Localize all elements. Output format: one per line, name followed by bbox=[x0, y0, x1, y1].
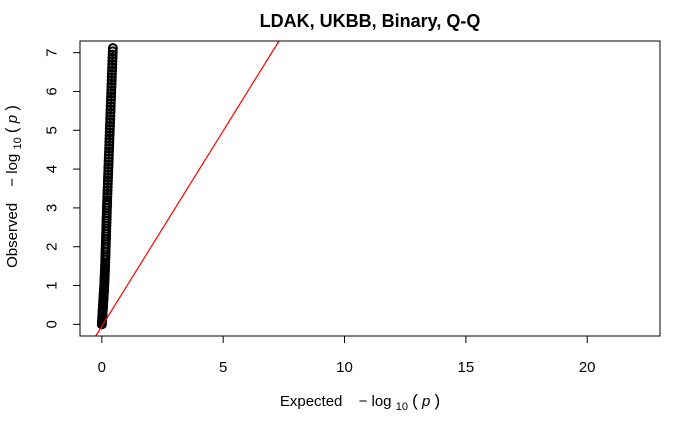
qq-point bbox=[104, 130, 115, 141]
qq-point bbox=[103, 166, 114, 177]
x-label-minus: − bbox=[359, 393, 368, 410]
x-label-log: log bbox=[372, 393, 392, 410]
chart-title: LDAK, UKBB, Binary, Q-Q bbox=[260, 11, 481, 31]
qq-point bbox=[106, 85, 117, 96]
y-tick-label: 4 bbox=[44, 165, 61, 173]
qq-point bbox=[103, 169, 114, 180]
y-tick-label: 3 bbox=[44, 204, 61, 212]
qq-point bbox=[102, 185, 113, 196]
qq-point bbox=[102, 188, 113, 199]
qq-point bbox=[106, 78, 117, 89]
x-axis: 0 5 10 15 20 bbox=[98, 336, 596, 376]
qq-point bbox=[102, 178, 113, 189]
y-tick-label: 5 bbox=[44, 126, 61, 134]
x-axis-label: Expected − log 10 ( p ) bbox=[280, 391, 440, 414]
qq-point bbox=[106, 68, 117, 79]
qq-point bbox=[102, 195, 113, 206]
x-label-paren-close: ) bbox=[434, 391, 440, 410]
y-axis: 0 1 2 3 4 5 6 7 bbox=[44, 48, 80, 329]
qq-point bbox=[106, 88, 117, 99]
qq-point bbox=[104, 120, 115, 131]
y-label-prefix: Observed bbox=[4, 203, 21, 268]
qq-point bbox=[105, 94, 116, 105]
qq-point bbox=[104, 133, 115, 144]
y-label-minus: − bbox=[4, 178, 21, 187]
qq-point bbox=[102, 182, 113, 193]
qq-point bbox=[103, 149, 114, 160]
y-tick-label: 1 bbox=[44, 281, 61, 289]
qq-point bbox=[104, 146, 114, 157]
qq-point bbox=[102, 191, 113, 202]
qq-point bbox=[107, 43, 118, 54]
qq-point bbox=[104, 143, 115, 154]
y-label-paren-open: ( bbox=[2, 127, 21, 133]
qq-point bbox=[105, 111, 116, 122]
qq-point bbox=[107, 62, 118, 73]
y-tick-label: 6 bbox=[44, 87, 61, 95]
y-label-arg: p bbox=[4, 115, 21, 124]
qq-point bbox=[104, 140, 115, 151]
qq-point bbox=[106, 72, 117, 83]
qq-point bbox=[106, 81, 117, 92]
qq-point bbox=[105, 114, 116, 125]
y-tick-label: 0 bbox=[44, 320, 61, 328]
qq-point bbox=[105, 104, 116, 115]
qq-point bbox=[107, 49, 118, 60]
qq-point bbox=[105, 107, 116, 118]
qq-point bbox=[107, 56, 118, 67]
qq-point bbox=[107, 52, 118, 63]
qq-point bbox=[104, 123, 115, 134]
y-label-base: 10 bbox=[12, 137, 24, 149]
qq-point bbox=[104, 127, 115, 138]
qq-points bbox=[96, 43, 118, 330]
y-label-paren-close: ) bbox=[2, 105, 21, 111]
x-label-arg: p bbox=[421, 393, 430, 410]
qq-point bbox=[106, 91, 117, 102]
x-tick-label: 20 bbox=[579, 359, 596, 376]
qq-point bbox=[107, 46, 118, 57]
x-tick-label: 0 bbox=[98, 359, 106, 376]
qq-point bbox=[107, 59, 118, 70]
x-label-base: 10 bbox=[396, 401, 408, 413]
qq-point bbox=[102, 175, 113, 186]
qq-point bbox=[107, 65, 118, 76]
qq-point bbox=[103, 172, 114, 183]
qq-point bbox=[105, 117, 116, 128]
y-tick-label: 2 bbox=[44, 243, 61, 251]
qq-point bbox=[103, 162, 114, 173]
qq-point bbox=[105, 101, 116, 112]
x-label-prefix: Expected bbox=[280, 393, 343, 410]
y-axis-label: Observed − log 10 ( p ) bbox=[2, 105, 25, 268]
x-tick-label: 5 bbox=[219, 359, 227, 376]
x-label-paren-open: ( bbox=[412, 391, 418, 410]
qq-point bbox=[103, 156, 114, 167]
qq-point bbox=[106, 75, 117, 86]
reference-line bbox=[95, 40, 280, 337]
qq-point bbox=[104, 136, 115, 147]
qq-point bbox=[103, 153, 114, 164]
y-label-log: log bbox=[4, 154, 21, 174]
x-tick-label: 10 bbox=[336, 359, 353, 376]
x-tick-label: 15 bbox=[458, 359, 475, 376]
y-tick-label: 7 bbox=[44, 48, 61, 56]
plot-frame bbox=[79, 40, 661, 337]
qq-point bbox=[103, 159, 114, 170]
qq-point bbox=[105, 98, 116, 109]
